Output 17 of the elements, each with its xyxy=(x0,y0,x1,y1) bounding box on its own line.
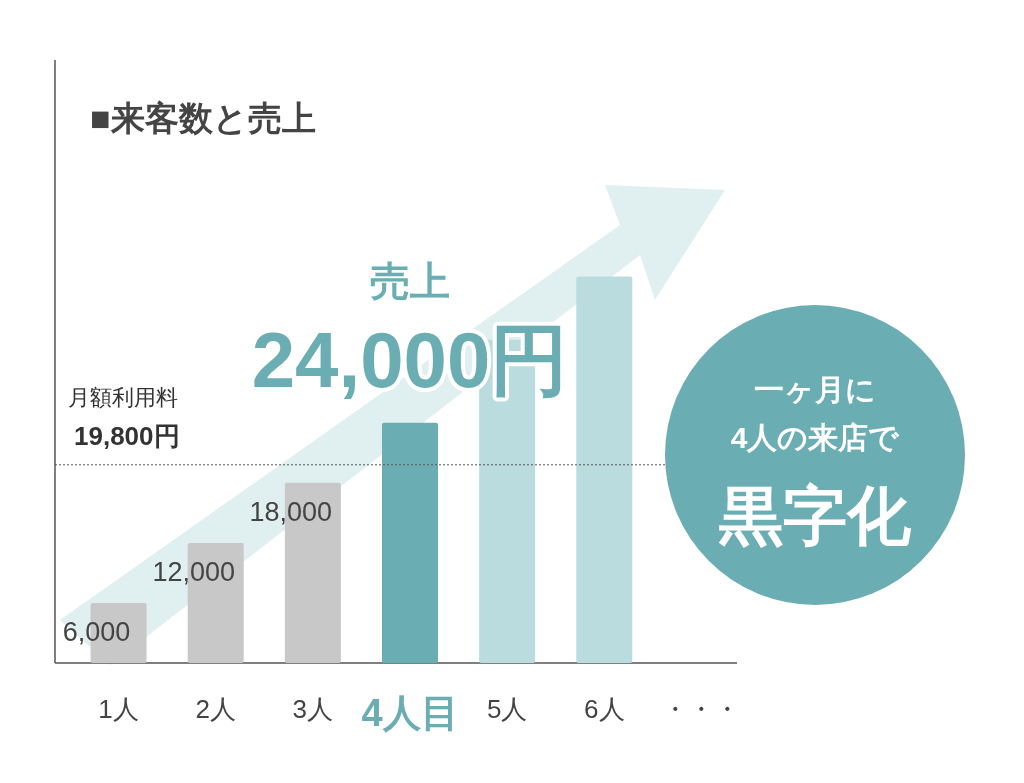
data-label: 6,000 xyxy=(62,616,131,647)
annotation: 4人の来店で xyxy=(730,421,901,454)
data-label: 12,000 xyxy=(152,556,236,587)
x-tick-label: 2人 xyxy=(195,694,236,724)
x-tick-label: 6人 xyxy=(584,694,625,724)
x-tick-label: 3人 xyxy=(292,694,334,724)
x-tick-label: 4人目 xyxy=(361,692,459,734)
x-tick-label: ・・・ xyxy=(662,694,741,724)
bar xyxy=(382,422,438,663)
data-label: 18,000 xyxy=(249,496,333,527)
x-tick-label: 1人 xyxy=(98,694,139,724)
x-tick-label: 5人 xyxy=(486,694,528,724)
text: 一ヶ月に xyxy=(754,373,876,406)
chart-title: ■来客数と売上 xyxy=(90,99,316,137)
ref-line-label: 月額利用料 19,800円 xyxy=(68,384,180,451)
bar xyxy=(576,276,633,663)
annotation: 黒字化 xyxy=(718,480,912,552)
